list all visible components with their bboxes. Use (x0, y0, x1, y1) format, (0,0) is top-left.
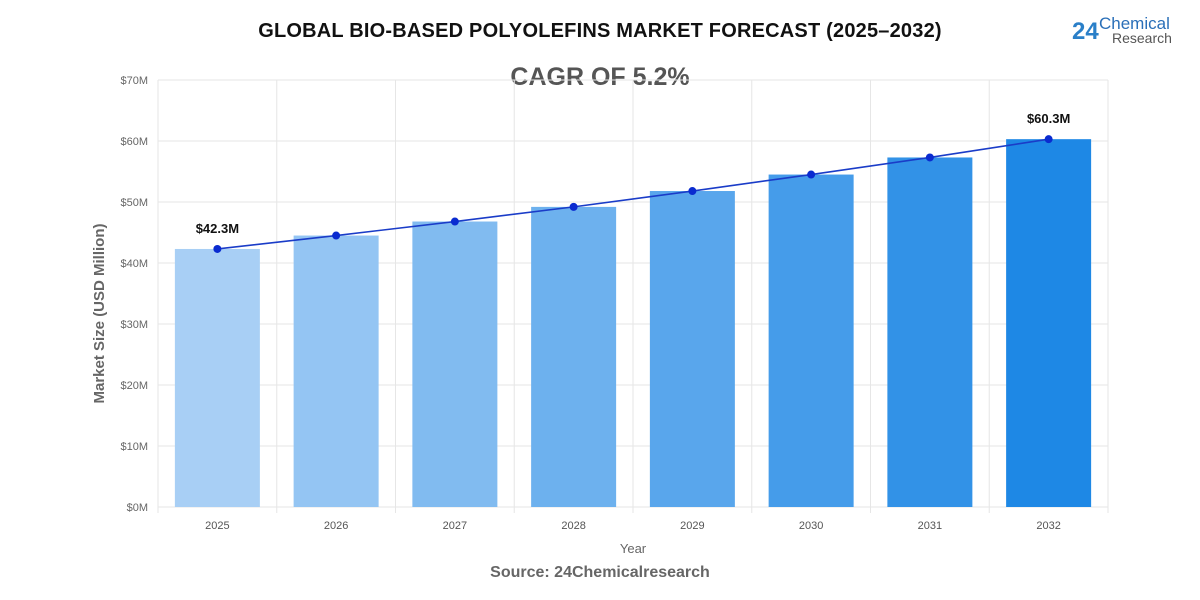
chart-subtitle: CAGR OF 5.2% (510, 63, 690, 91)
data-label: $42.3M (196, 221, 239, 236)
y-tick-label: $10M (120, 441, 148, 453)
bar-2026 (293, 235, 379, 508)
bar-2028 (531, 206, 617, 507)
data-point (925, 153, 934, 162)
x-tick-label: 2029 (680, 520, 704, 532)
x-tick-label: 2032 (1036, 520, 1060, 532)
y-axis-label: Market Size (USD Million) (91, 223, 108, 403)
logo: 24 Chemical Research (1072, 12, 1197, 48)
chart-source: Source: 24Chemicalresearch (490, 564, 710, 581)
y-tick-label: $0M (127, 502, 148, 514)
logo-line2: Research (1112, 30, 1172, 46)
y-tick-label: $30M (120, 319, 148, 331)
x-tick-label: 2031 (918, 520, 942, 532)
bar-2032 (1006, 139, 1092, 508)
bar-2027 (412, 221, 498, 507)
logo-line1: Chemical (1099, 14, 1170, 33)
data-point (688, 187, 697, 196)
data-point (569, 202, 578, 211)
y-tick-label: $50M (120, 197, 148, 209)
y-tick-label: $20M (120, 380, 148, 392)
logo-number: 24 (1072, 18, 1099, 45)
data-point (807, 170, 816, 179)
x-axis-label: Year (620, 541, 647, 556)
data-point (213, 244, 222, 253)
x-tick-label: 2028 (561, 520, 585, 532)
y-tick-label: $40M (120, 258, 148, 270)
data-point (332, 231, 341, 240)
bar-2030 (768, 174, 854, 508)
data-label: $60.3M (1027, 111, 1070, 126)
x-tick-label: 2025 (205, 520, 229, 532)
y-tick-label: $70M (120, 75, 148, 87)
chart-title: GLOBAL BIO-BASED POLYOLEFINS MARKET FORE… (258, 20, 942, 42)
y-tick-label: $60M (120, 136, 148, 148)
bar-2029 (649, 191, 735, 507)
bar-2031 (887, 157, 973, 507)
x-tick-label: 2026 (324, 520, 348, 532)
bar-2025 (174, 248, 260, 507)
x-tick-label: 2027 (443, 520, 467, 532)
data-point (450, 217, 459, 226)
trend-line (217, 138, 1049, 250)
data-point (1044, 135, 1053, 144)
x-tick-label: 2030 (799, 520, 823, 532)
